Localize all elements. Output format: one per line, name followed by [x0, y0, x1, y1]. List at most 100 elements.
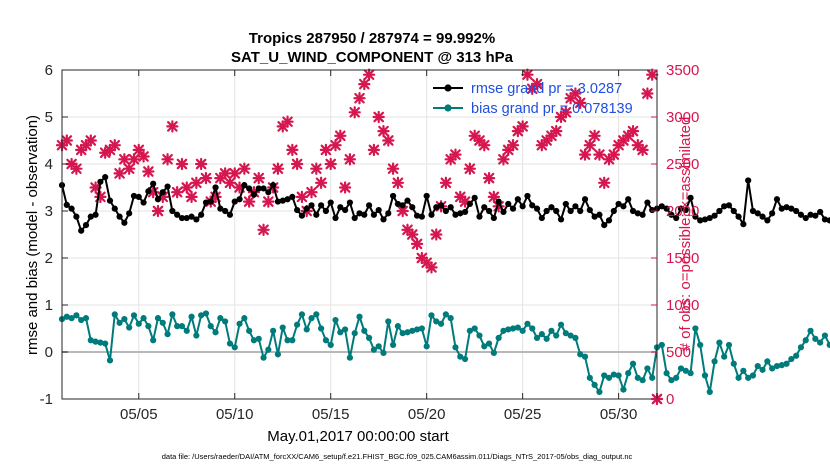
rmse-point: [615, 200, 622, 208]
bias-point: [279, 324, 286, 331]
obs-count-marker: [550, 124, 563, 138]
obs-count-marker: [386, 162, 400, 175]
y2-tick-label: 2000: [666, 203, 699, 220]
bias-point: [284, 337, 291, 344]
y-tick-label: -1: [40, 391, 53, 408]
rmse-point: [673, 214, 680, 222]
bias-point: [265, 346, 272, 353]
rmse-point: [629, 207, 637, 215]
bias-point: [754, 363, 761, 370]
bias-point: [313, 311, 320, 318]
rmse-point: [538, 214, 545, 222]
rmse-point: [749, 207, 757, 215]
y-tick-label: 3: [45, 203, 53, 220]
rmse-point: [533, 205, 541, 212]
rmse-point: [754, 210, 761, 217]
rmse-point: [735, 213, 742, 220]
bias-point: [423, 343, 430, 350]
bias-point: [553, 332, 560, 339]
y2-tick-label: 500: [666, 344, 691, 361]
rmse-point: [706, 214, 713, 222]
rmse-point: [126, 210, 133, 217]
obs-count-marker: [598, 176, 611, 189]
bias-point: [418, 325, 425, 332]
bias-point: [140, 315, 147, 322]
obs-count-marker: [127, 153, 141, 166]
obs-count-marker: [60, 134, 73, 147]
rmse-point: [116, 213, 123, 220]
bias-point: [150, 337, 157, 344]
bias-point: [394, 323, 401, 330]
rmse-point: [634, 210, 641, 217]
obs-count-marker: [410, 237, 424, 251]
rmse-point: [274, 198, 282, 205]
rmse-point: [255, 185, 262, 192]
bias-point: [188, 313, 195, 320]
obs-count-marker: [478, 139, 491, 152]
bias-point: [135, 320, 142, 327]
bias-point: [524, 320, 531, 327]
rmse-point: [63, 201, 70, 208]
obs-count-marker: [319, 143, 333, 157]
rmse-point: [231, 198, 238, 205]
rmse-point: [485, 207, 493, 215]
rmse-point: [327, 199, 334, 206]
rmse-point: [725, 202, 733, 209]
rmse-point: [769, 210, 776, 217]
obs-count-marker: [295, 190, 309, 204]
bias-point: [169, 311, 176, 318]
obs-count-marker: [353, 92, 366, 105]
rmse-point: [788, 205, 795, 212]
bias-point: [572, 334, 579, 341]
rmse-point: [490, 214, 497, 222]
x-tick-label: 05/30: [600, 406, 638, 423]
bias-point: [500, 327, 507, 334]
rmse-point: [198, 211, 205, 218]
bias-point: [274, 351, 282, 358]
bias-point: [437, 320, 445, 327]
rmse-point: [457, 210, 464, 217]
rmse-point: [337, 204, 344, 211]
rmse-point: [572, 203, 579, 210]
obs-count-marker: [151, 204, 165, 218]
rmse-point: [145, 188, 152, 195]
y-tick-label: 2: [45, 250, 53, 267]
bias-point: [687, 370, 694, 377]
obs-count-marker: [358, 77, 371, 91]
bias-point: [130, 312, 138, 319]
rmse-point: [663, 205, 670, 212]
rmse-point: [601, 222, 608, 229]
obs-count-marker: [113, 167, 126, 180]
rmse-point: [188, 213, 195, 220]
grid: [62, 69, 657, 400]
obs-count-marker: [257, 223, 270, 236]
obs-count-marker: [175, 157, 189, 171]
rmse-point: [677, 205, 685, 212]
rmse-point: [164, 183, 171, 190]
bias-point: [788, 355, 795, 363]
rmse-point: [711, 212, 718, 219]
y-tick-label: 6: [45, 62, 53, 79]
bias-point: [260, 354, 267, 361]
legend-bias-marker: [444, 104, 452, 112]
obs-count-marker: [482, 171, 496, 185]
bias-point: [241, 315, 248, 322]
rmse-point: [649, 206, 656, 214]
bias-point: [327, 341, 334, 349]
bias-point: [481, 343, 488, 350]
y-tick-label: 5: [45, 109, 53, 126]
y2-tick-label: 1500: [666, 250, 699, 267]
rmse-point: [577, 207, 584, 215]
obs-count-marker: [180, 181, 193, 194]
bias-point: [73, 312, 80, 319]
rmse-point: [135, 193, 142, 200]
bias-point: [222, 318, 229, 325]
rmse-point: [461, 208, 469, 216]
rmse-point: [82, 222, 90, 229]
rmse-point: [644, 199, 651, 206]
bias-point: [342, 326, 349, 333]
bias-point: [759, 366, 766, 373]
x-axis-ticks: 05/05 05/10 05/15 05/20 05/25 05/30: [120, 70, 637, 423]
rmse-point: [303, 205, 310, 212]
x-tick-label: 05/10: [216, 406, 254, 423]
